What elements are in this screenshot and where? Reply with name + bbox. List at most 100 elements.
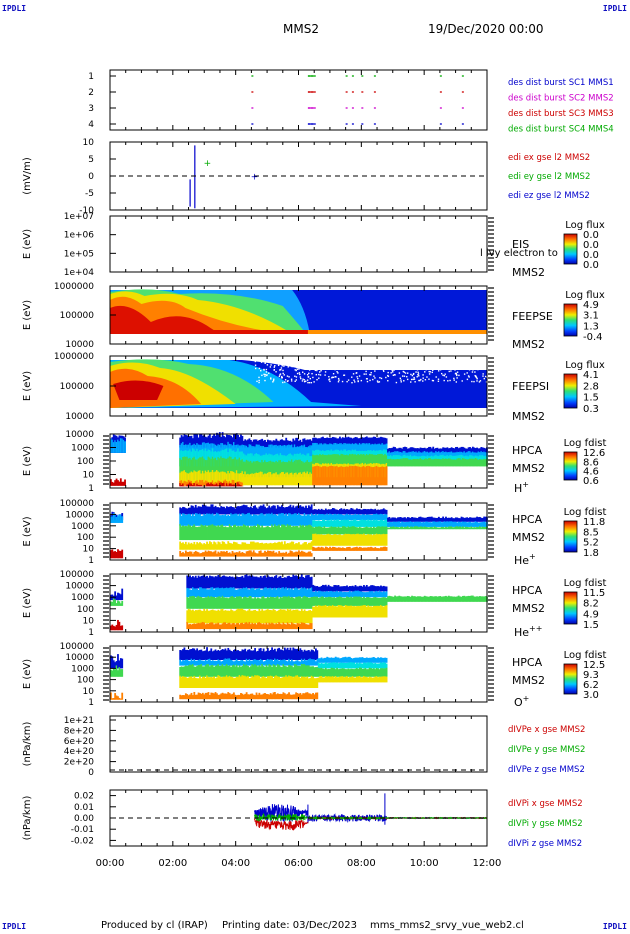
legend-entry-edi_e: edi ey gse l2 MMS2 [508,172,590,182]
spectrogram-cell-hpca_he [368,547,371,551]
spectrogram-cell-hpca_he2 [360,597,363,606]
spectrogram-cell-hpca_he [363,533,365,546]
spectrogram-cell-hpca_he2 [330,590,333,598]
spectrogram-cell-hpca_he2 [285,587,288,598]
feeps-i-speck [285,361,288,364]
spectrogram-cell-hpca_h [292,462,295,478]
spectrogram-cell-hpca_h [429,458,432,467]
spectrogram-cell-hpca_he [262,514,265,526]
spectrogram-cell-hpca_o [118,660,121,669]
spectrogram-cell-hpca_h [293,440,296,448]
spectrogram-cell-hpca_he [237,543,240,550]
spectrogram-cell-hpca_he [210,504,213,515]
spectrogram-cell-hpca_o [265,650,268,660]
spectrogram-cell-hpca_he [363,508,365,515]
spectrogram-cell-hpca_h [228,435,231,448]
spectrogram-cell-hpca_he2 [281,624,283,630]
spectrogram-cell-hpca_o [282,692,285,700]
spectrogram-cell-hpca_he [368,509,371,515]
feeps-i-speck [314,369,317,372]
spectrogram-cell-hpca_o [292,694,295,700]
feeps-i-speck [254,360,257,363]
feeps-i-speck [403,375,406,377]
spectrogram-cell-hpca_he [348,514,351,521]
spectrogram-cell-hpca_h [298,453,300,464]
spectrogram-cell-hpca_h [196,483,199,487]
spectrogram-cell-hpca_h [340,453,343,467]
spectrogram-cell-hpca_he [231,527,234,541]
spectrogram-cell-hpca_h [259,471,262,486]
spectrogram-cell-hpca_h [402,447,405,453]
spectrogram-cell-hpca_he2 [187,597,190,609]
spectrogram-cell-hpca_o [323,663,326,669]
spectrogram-cell-hpca_o [200,660,203,666]
spectrogram-cell-hpca_h [238,484,241,487]
spectrogram-cell-hpca_he [305,542,307,550]
spectrogram-cell-hpca_he [293,507,296,515]
spectrogram-cell-hpca_h [234,473,237,484]
feeps-i-speck [466,372,468,374]
feeps-i-speck [479,380,482,382]
spectrogram-cell-hpca_he [115,552,118,559]
spectrogram-cell-hpca_he [354,509,357,515]
spectrogram-cell-hpca_he2 [244,596,247,609]
spectrogram-cell-hpca_he2 [282,577,285,589]
spectrogram-cell-hpca_o [341,662,344,669]
spectrogram-cell-hpca_he [207,525,210,541]
feeps-i-speck [461,380,463,382]
spectrogram-cell-hpca_he [477,527,480,530]
spectrogram-cell-hpca_o [357,676,360,683]
spectrogram-cell-hpca_o [302,660,305,666]
spectrogram-cell-hpca_he [208,506,211,515]
spectrogram-cell-hpca_o [220,649,223,660]
feeps-i-speck [334,376,336,378]
spectrogram-cell-hpca_o [191,695,194,700]
spectrogram-cell-hpca_he2 [357,605,360,618]
spectrogram-cell-hpca_he2 [419,596,422,602]
spectrogram-cell-hpca_h [419,456,422,460]
spectrogram-cell-hpca_he [442,516,445,522]
spectrogram-cell-hpca_o [208,658,211,666]
spectrogram-cell-hpca_he2 [193,611,196,624]
spectrogram-cell-hpca_h [378,450,381,456]
spectrogram-cell-hpca_he [322,509,324,515]
feeps-i-speck [319,374,322,376]
spectrogram-cell-hpca_he2 [204,597,207,609]
spectrogram-cell-hpca_he [453,521,456,527]
spectrogram-cell-hpca_he [474,517,477,522]
spectrogram-cell-hpca_h [392,459,395,467]
spectrogram-cell-hpca_h [452,455,454,460]
spectrogram-cell-hpca_he [283,524,286,541]
spectrogram-cell-hpca_he2 [237,589,240,598]
spectrogram-cell-hpca_he [299,505,302,515]
spectrogram-cell-hpca_he2 [249,610,252,624]
spectrogram-cell-hpca_he [462,517,464,522]
spectrogram-cell-hpca_he2 [363,592,365,598]
spectrogram-cell-hpca_he [367,509,370,515]
spectrogram-cell-hpca_h [213,483,216,486]
spectrogram-cell-hpca_he2 [339,605,341,618]
spectrogram-cell-hpca_he [415,521,418,527]
spectrogram-cell-hpca_h [426,447,429,453]
spectrogram-cell-hpca_he2 [234,577,237,589]
spectrogram-cell-hpca_o [303,658,306,666]
spectrogram-cell-hpca_he [313,514,316,521]
spectrogram-cell-hpca_he2 [255,576,258,589]
spectrogram-cell-hpca_h [298,459,300,478]
spectrogram-cell-hpca_o [323,669,326,677]
y-tick-label-feeps_e: 10000 [65,340,94,350]
spectrogram-cell-hpca_h [411,447,413,453]
feeps-i-speck [421,368,424,371]
spectrogram-cell-hpca_h [197,470,200,484]
spectrogram-cell-hpca_he [331,520,334,527]
feeps-i-speck [297,363,299,366]
spectrogram-cell-hpca_he2 [218,610,221,624]
spectrogram-cell-hpca_he2 [317,597,320,606]
spectrogram-cell-hpca_he2 [368,606,371,618]
spectrogram-cell-hpca_he2 [339,591,341,598]
spectrogram-cell-hpca_o [273,664,276,677]
spectrogram-cell-hpca_he [230,506,232,515]
feeps-i-speck [284,360,286,362]
spectrogram-cell-hpca_o [367,669,370,677]
spectrogram-cell-hpca_he [259,550,262,557]
